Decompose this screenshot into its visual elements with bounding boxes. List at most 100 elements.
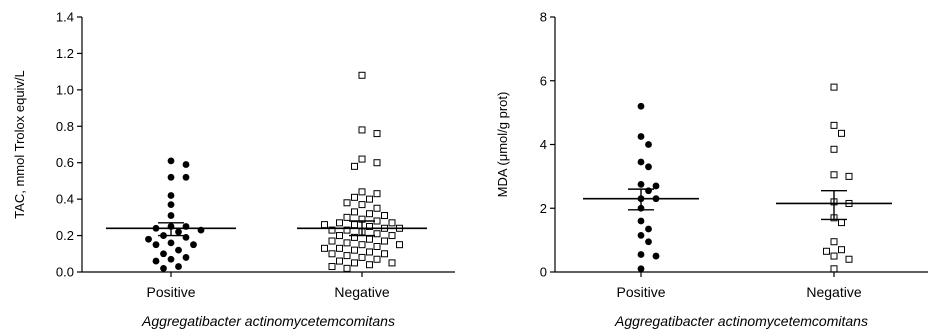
panel1-data-point — [389, 220, 395, 226]
panel2-data-point — [824, 248, 830, 254]
panel1-data-point — [352, 222, 358, 228]
panel1-data-point — [374, 160, 380, 166]
panel2-data-point — [831, 253, 837, 259]
panel1-y-tick-label: 0.6 — [56, 155, 74, 170]
panel1-y-axis-label: TAC, mmol Trolox equiv/L — [12, 70, 27, 219]
panel2-category-label: Positive — [616, 284, 665, 300]
panel1-data-point — [374, 256, 380, 262]
panel2-data-point — [846, 256, 852, 262]
panel2-data-point — [831, 122, 837, 128]
panel1-x-axis-label: Aggregatibacter actinomycetemcomitans — [141, 313, 395, 329]
panel1-data-point — [183, 174, 190, 181]
panel2-data-point — [645, 238, 652, 245]
panel1-data-point — [382, 238, 388, 244]
panel1-data-point — [352, 163, 358, 169]
panel1-data-point — [153, 241, 160, 248]
panel1-y-tick-label: 0.0 — [56, 265, 74, 280]
panel2-data-point — [653, 253, 660, 260]
panel2-data-point — [645, 141, 652, 148]
panel1-data-point — [359, 127, 365, 133]
panel2-data-point — [839, 130, 845, 136]
panel1-data-point — [175, 229, 182, 236]
panel1-data-point — [153, 258, 160, 265]
panel1-data-point — [359, 202, 365, 208]
panel2-data-point — [831, 84, 837, 90]
panel2-data-point — [638, 159, 645, 166]
panel2-data-point — [638, 218, 645, 225]
panel1-data-point — [374, 205, 380, 211]
panel2-y-tick-label: 0 — [540, 265, 547, 280]
panel1-data-point — [329, 251, 335, 257]
panel1-data-point — [382, 251, 388, 257]
panel1-data-point — [145, 236, 152, 243]
panel1-data-point — [329, 238, 335, 244]
panel1-data-point — [337, 233, 343, 239]
panel2-category-label: Negative — [806, 284, 861, 300]
panel2-data-point — [831, 172, 837, 178]
panel1-y-tick-label: 1.0 — [56, 82, 74, 97]
panel1-data-point — [359, 156, 365, 162]
panel2-y-tick-label: 8 — [540, 10, 547, 25]
panel1-data-point — [367, 236, 373, 242]
panel1-data-point — [389, 233, 395, 239]
panel1-data-point — [168, 239, 175, 246]
panel1-data-point — [168, 157, 175, 164]
panel2-data-point — [831, 266, 837, 272]
panel1-data-point — [160, 250, 167, 257]
panel1-data-point — [352, 209, 358, 215]
panel2-data-point — [839, 247, 845, 253]
panel1-data-point — [344, 200, 350, 206]
panel2-data-point — [645, 226, 652, 233]
panel1-data-point — [322, 245, 328, 251]
panel1-data-point — [389, 260, 395, 266]
panel1-data-point — [352, 247, 358, 253]
panel1-data-point — [183, 254, 190, 261]
panel1-data-point — [183, 161, 190, 168]
panel1-data-point — [168, 201, 175, 208]
panel2-y-tick-label: 6 — [540, 73, 547, 88]
panel2-y-tick-label: 2 — [540, 201, 547, 216]
panel2-data-point — [831, 146, 837, 152]
panel1-data-point — [374, 244, 380, 250]
panel1-data-point — [175, 247, 182, 254]
panel2-data-point — [653, 183, 660, 190]
panel2-data-point — [839, 220, 845, 226]
panel1-y-tick-label: 1.4 — [56, 10, 74, 25]
panel1-data-point — [344, 214, 350, 220]
panel1-data-point — [337, 245, 343, 251]
panel1-data-point — [344, 240, 350, 246]
panel2-data-point — [645, 187, 652, 194]
panel1-y-tick-label: 0.2 — [56, 228, 74, 243]
panel1-data-point — [374, 131, 380, 137]
panel2-data-point — [638, 103, 645, 110]
panel1-y-tick-label: 0.4 — [56, 192, 74, 207]
panel1-data-point — [397, 242, 403, 248]
panel1-data-point — [322, 222, 328, 228]
panel1-data-point — [337, 220, 343, 226]
panel1-data-point — [160, 265, 167, 272]
panel1-data-point — [337, 258, 343, 264]
panel1-category-label: Negative — [334, 284, 389, 300]
panel2-data-point — [638, 133, 645, 140]
panel2-data-point — [831, 239, 837, 245]
panel2-data-point — [645, 163, 652, 170]
panel2-x-axis-label: Aggregatibacter actinomycetemcomitans — [614, 313, 868, 329]
panel1-data-point — [190, 241, 197, 248]
panel1-data-point — [344, 253, 350, 259]
panel1-data-point — [367, 262, 373, 268]
panel1-data-point — [382, 213, 388, 219]
panel1-data-point — [359, 242, 365, 248]
panel1-data-point — [168, 256, 175, 263]
panel1-data-point — [367, 211, 373, 217]
panel2-data-point — [638, 232, 645, 239]
panel1-data-point — [344, 265, 350, 271]
panel1-data-point — [359, 189, 365, 195]
panel1-data-point — [168, 212, 175, 219]
panel1-data-point — [359, 72, 365, 78]
panel1-y-tick-label: 1.2 — [56, 46, 74, 61]
panel1-data-point — [352, 260, 358, 266]
panel2-y-tick-label: 4 — [540, 137, 547, 152]
panel2-data-point — [638, 251, 645, 258]
panel1-data-point — [168, 192, 175, 199]
